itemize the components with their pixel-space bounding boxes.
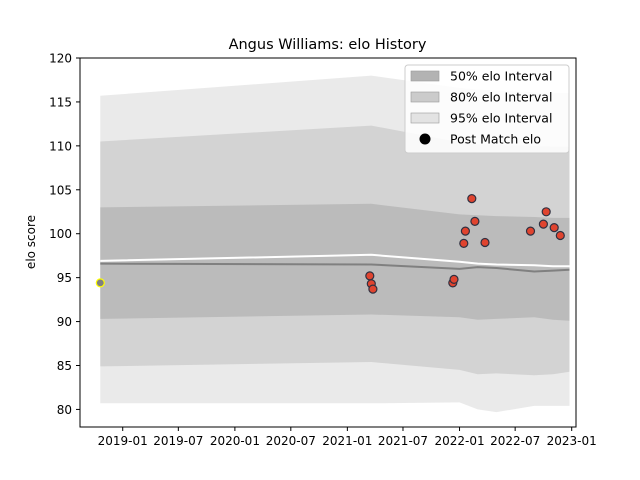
legend-marker: [419, 133, 431, 145]
y-axis-ticks: 80 85 90 95 100 105 110 115 120: [49, 52, 80, 417]
legend: 50% elo Interval 80% elo Interval 95% elo …: [404, 64, 570, 154]
plot-area-frame: [79, 57, 577, 428]
data-point: [549, 223, 559, 233]
trend-lines: [100, 253, 570, 273]
x-tick-label: 2020-07: [266, 434, 316, 448]
x-tick-label: 2019-01: [98, 434, 148, 448]
legend-swatch: [410, 70, 440, 82]
median-line: [100, 262, 570, 273]
data-point: [368, 284, 378, 294]
data-point: [525, 226, 536, 236]
y-tick-label: 90: [57, 315, 72, 329]
legend-label: Post Match elo: [450, 132, 541, 147]
legend-swatch: [410, 91, 440, 103]
data-point: [555, 230, 565, 241]
y-tick-label: 95: [57, 271, 72, 285]
legend-label: 50% elo Interval: [450, 69, 552, 84]
interval-bands: [100, 75, 570, 413]
data-point: [541, 207, 551, 217]
legend-label: 80% elo Interval: [450, 90, 552, 105]
y-tick-label: 85: [57, 359, 72, 373]
data-point: [538, 219, 549, 229]
band-50: [100, 203, 570, 321]
y-tick-label: 100: [49, 227, 72, 241]
x-tick-label: 2022-01: [434, 434, 484, 448]
data-point: [95, 278, 105, 288]
y-axis-label: elo score: [24, 215, 38, 269]
x-tick-label: 2020-01: [210, 434, 260, 448]
y-tick-label: 120: [49, 52, 72, 66]
x-tick-label: 2022-07: [490, 434, 540, 448]
data-point: [365, 271, 375, 281]
x-tick-label: 2019-07: [153, 434, 203, 448]
data-point: [480, 237, 490, 248]
legend-box: [404, 64, 570, 154]
y-tick-label: 110: [49, 139, 72, 153]
y-tick-label: 80: [57, 403, 72, 417]
data-point: [467, 194, 477, 204]
chart-title: Angus Williams: elo History: [229, 37, 427, 53]
post-match-points: [95, 194, 565, 294]
legend-label: 95% elo Interval: [450, 111, 552, 126]
data-point: [459, 238, 469, 248]
y-tick-label: 105: [49, 183, 72, 197]
data-point: [449, 274, 459, 284]
x-tick-label: 2021-01: [322, 434, 372, 448]
mean-line: [100, 253, 570, 268]
x-tick-label: 2023-01: [547, 434, 597, 448]
x-axis-ticks: 2019-01 2019-07 2020-01 2020-07 2021-01 2021-…: [98, 427, 597, 448]
data-point: [460, 226, 470, 236]
y-tick-label: 115: [49, 95, 72, 109]
x-tick-label: 2021-07: [378, 434, 428, 448]
data-point: [470, 216, 480, 226]
legend-swatch: [410, 112, 440, 124]
